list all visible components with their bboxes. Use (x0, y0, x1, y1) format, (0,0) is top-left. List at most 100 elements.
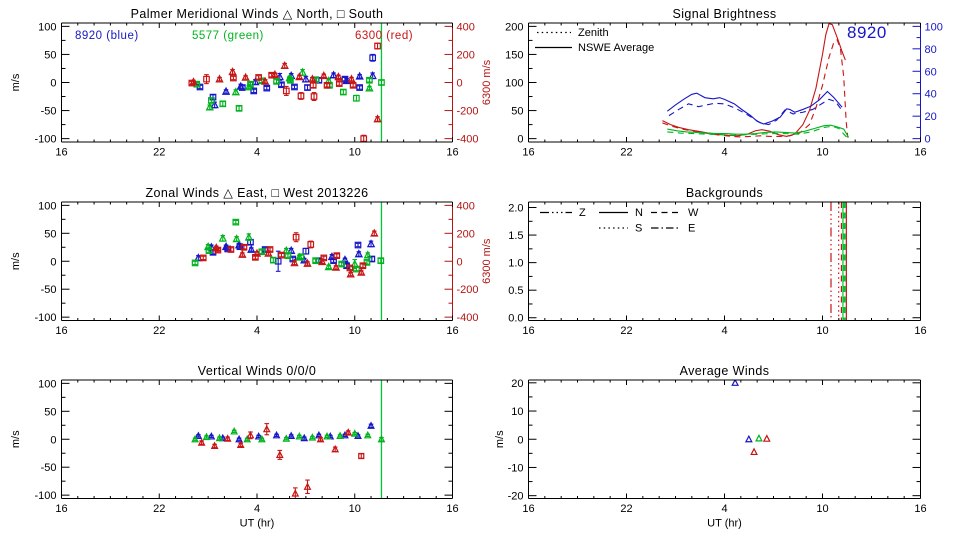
x-axis-vertical_winds: 16 22 4 10 16 UT (hr) (55, 380, 459, 530)
x-tick-label: 22 (620, 147, 632, 159)
y2-tick-label: 60 (925, 66, 937, 78)
y2-tick-label: 100 (925, 21, 943, 33)
x-tick-label: 10 (816, 147, 828, 159)
y-axis-signal_brightness: 0 50 100 150 200 (505, 21, 537, 146)
data-point-blue-triangle (207, 432, 216, 440)
y-axis-meridional_winds: -100 -50 0 50 100 m/s (10, 21, 70, 146)
panel-title-meridional_winds: Palmer Meridional Winds △ North, □ South (131, 7, 384, 21)
x-tick-label: 22 (153, 503, 165, 515)
data-point-red-triangle (223, 434, 232, 442)
panel-title-signal_brightness: Signal Brightness (672, 7, 776, 21)
data-point-blue-triangle (221, 86, 231, 95)
data-point-blue-triangle (731, 380, 740, 386)
x-tick-label: 16 (914, 325, 926, 337)
data-point-blue-triangle (329, 70, 338, 79)
data-point-green-square (353, 265, 360, 273)
y-axis-zonal_winds: -100 -50 0 50 100 m/s (10, 200, 70, 324)
plot-area-meridional_winds (188, 23, 385, 142)
data-point-green-triangle (323, 432, 331, 440)
x-axis-average_winds: 16 22 4 10 16 UT (hr) (522, 380, 927, 530)
data-point-red-triangle (215, 74, 224, 83)
data-point-red-triangle (331, 262, 341, 271)
plot-area-zonal_winds (191, 202, 385, 321)
data-point-red-triangle (346, 269, 355, 278)
y-tick-label: 0 (517, 434, 523, 446)
x-tick-label: 22 (620, 503, 632, 515)
data-point-green-triangle (202, 432, 211, 441)
x-tick-label: 4 (721, 503, 727, 515)
y2-tick-label: 20 (925, 111, 937, 123)
y2-tick-label: 80 (925, 44, 937, 56)
data-point-red-square (359, 262, 367, 270)
y-tick-label: 100 (38, 21, 56, 33)
data-point-green-triangle (205, 102, 214, 111)
x-tick-label: 16 (914, 503, 926, 515)
data-point-red-triangle (270, 69, 280, 78)
data-point-red-square (309, 81, 317, 89)
y2-tick-label: 0 (457, 78, 463, 90)
x-tick-label: 16 (446, 147, 458, 159)
series-8920-zenith (668, 98, 843, 126)
data-point-red-square (320, 254, 328, 262)
data-point-blue-square (302, 247, 310, 255)
data-point-blue-triangle (354, 249, 363, 258)
data-point-red-triangle (280, 60, 289, 70)
data-point-green-triangle (191, 434, 199, 443)
data-point-green-square (377, 257, 385, 265)
data-point-red-triangle (252, 248, 262, 257)
data-point-green-square (235, 104, 243, 112)
data-point-red-triangle (275, 449, 284, 460)
y-tick-label: 20 (511, 378, 523, 390)
x-tick-label: 16 (446, 503, 458, 515)
y-tick-label: -100 (34, 312, 56, 324)
panel-vertical-winds: 16 22 4 10 16 UT (hr) -100 -50 0 50 100 m/s Vertical… (10, 364, 459, 530)
data-point-green-square (219, 100, 227, 108)
data-point-red-square (199, 254, 207, 262)
data-point-red-triangle (319, 71, 328, 80)
data-point-red-triangle (373, 114, 382, 123)
data-point-green-square (297, 253, 305, 261)
data-point-green-square (269, 256, 277, 264)
x-tick-label: 16 (446, 325, 458, 337)
data-point-green-triangle (336, 431, 344, 439)
data-point-red-triangle (370, 228, 379, 237)
legend-label: Z (579, 207, 586, 219)
data-point-green-triangle (295, 432, 304, 440)
data-point-green-triangle (324, 262, 333, 271)
data-point-green-triangle (258, 434, 266, 443)
data-point-blue-triangle (366, 239, 376, 248)
y2-tick-label: 200 (457, 49, 475, 61)
data-point-blue-square (263, 84, 271, 92)
panel-meridional-winds: 16 22 4 10 16-100-50050100m/s-400-2000200400… (10, 7, 493, 159)
data-point-red-triangle (334, 72, 343, 81)
y-tick-label: 0 (50, 78, 56, 90)
x-tick-label: 22 (153, 325, 165, 337)
data-point-red-triangle (210, 441, 219, 450)
data-point-red-square (333, 252, 341, 260)
x-tick-label: 10 (349, 503, 361, 515)
data-point-red-triangle (238, 249, 247, 258)
data-point-green-square (284, 252, 292, 260)
data-point-blue-square (238, 84, 246, 91)
y2-tick-label: -400 (457, 134, 479, 146)
data-point-red-triangle (295, 72, 304, 81)
data-point-green-triangle (232, 234, 241, 243)
data-point-red-triangle (308, 74, 317, 83)
data-point-green-triangle (244, 232, 254, 242)
y-tick-label: -50 (41, 284, 57, 296)
y2-axis-meridional_winds: -400 -200 0 200 400 6300 m/s (444, 21, 493, 146)
data-point-blue-triangle (367, 421, 375, 429)
y-tick-label: 0 (50, 256, 56, 268)
data-point-red-triangle (290, 258, 299, 267)
data-point-blue-triangle (301, 74, 311, 83)
data-point-blue-triangle (194, 431, 203, 439)
y-tick-label: 50 (44, 228, 56, 240)
data-point-green-triangle (377, 434, 386, 443)
x-tick-label: 16 (55, 147, 67, 159)
y-axis-vertical_winds: -100 -50 0 50 100 m/s (10, 378, 453, 502)
y2-tick-label: 0 (925, 134, 931, 146)
data-point-red-triangle (347, 74, 356, 83)
y2-axis-title: 6300 m/s (481, 238, 493, 284)
